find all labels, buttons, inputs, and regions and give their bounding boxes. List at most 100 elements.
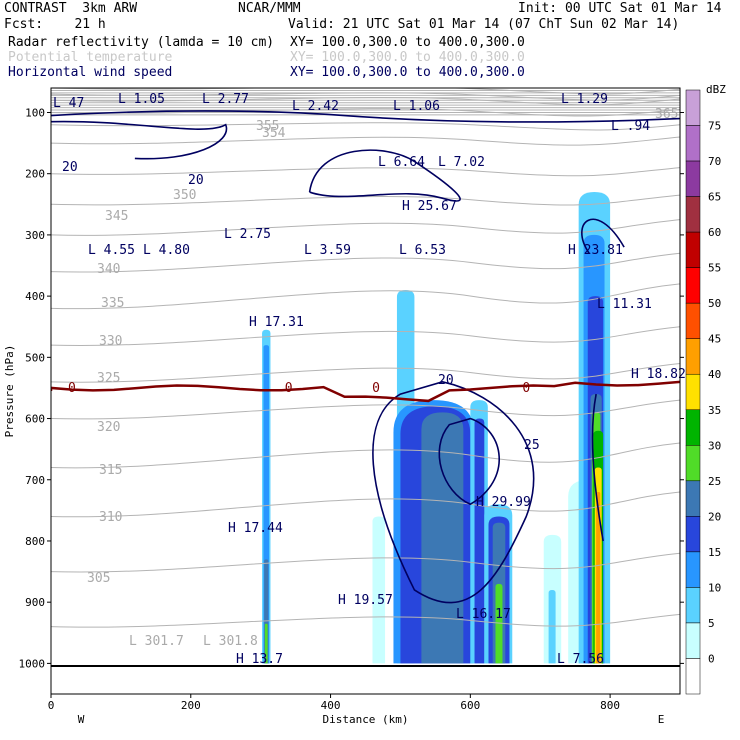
y-tick-label-0: 100 xyxy=(25,106,45,119)
freezing-level-label-1: 0 xyxy=(285,381,293,396)
field-xy-wind: XY= 100.0,300.0 to 400.0,300.0 xyxy=(290,65,525,80)
colorbar-swatch-15 xyxy=(685,622,701,659)
freezing-level: 0 0 0 0 xyxy=(51,380,680,403)
model-title: CONTRAST 3km ARW xyxy=(4,1,138,16)
colorbar-swatch-0 xyxy=(685,89,701,126)
freezing-level-label-2: 0 xyxy=(372,381,380,396)
theta-line-7 xyxy=(51,194,680,206)
extremum-label-17: H 18.82 xyxy=(631,367,686,382)
reflectivity-cell-4 xyxy=(372,516,386,664)
field-xy-theta: XY= 100.0,300.0 to 400.0,300.0 xyxy=(290,50,525,65)
extremum-label-19: H 17.44 xyxy=(228,521,283,536)
extremum-label-15: L 11.31 xyxy=(597,297,652,312)
extremum-label-13: L 6.53 xyxy=(399,243,446,258)
y-tick-label-2: 300 xyxy=(25,229,45,242)
colorbar-swatch-9 xyxy=(685,409,701,446)
theta-line-11 xyxy=(51,326,680,346)
theta-label-6: 335 xyxy=(101,296,124,311)
extremum-label-3: L 1.06 xyxy=(393,99,440,114)
colorbar-swatch-3 xyxy=(685,196,701,233)
theta-label-11: 310 xyxy=(99,510,122,525)
theta-label-3: 350 xyxy=(173,188,196,203)
theta-line-0 xyxy=(51,88,680,95)
forecast-hour: Fcst: 21 h xyxy=(4,17,106,32)
theta-label-10: 315 xyxy=(99,463,122,478)
theta-line-17 xyxy=(51,613,680,628)
theta-label-2: 354 xyxy=(262,126,286,141)
colorbar-swatch-7 xyxy=(685,338,701,375)
x-tick-label-1: 200 xyxy=(181,699,201,712)
colorbar-swatch-13 xyxy=(685,551,701,588)
y-tick-label-6: 700 xyxy=(25,474,45,487)
reflectivity-cell-3 xyxy=(264,623,268,664)
reflectivity-cell-25 xyxy=(596,492,601,664)
reflectivity-cell-16 xyxy=(548,589,556,664)
x-end-label-west: W xyxy=(78,713,85,726)
wind-label-1: 20 xyxy=(188,173,204,188)
colorbar-unit: dBZ xyxy=(706,83,726,96)
theta-line-9 xyxy=(51,252,680,273)
colorbar-label-15: 0 xyxy=(708,652,715,665)
colorbar-swatch-6 xyxy=(685,302,701,339)
plot-frame xyxy=(50,87,681,695)
field-name-reflectivity: Radar reflectivity (lamda = 10 cm) xyxy=(8,35,275,50)
extremum-label-20: H 19.57 xyxy=(338,593,393,608)
colorbar-label-8: 35 xyxy=(708,404,721,417)
colorbar-label-6: 45 xyxy=(708,333,721,346)
colorbar-swatch-1 xyxy=(685,125,701,162)
x-end-label-east: E xyxy=(658,713,665,726)
colorbar-label-9: 30 xyxy=(708,439,721,452)
colorbar-swatch-14 xyxy=(685,587,701,624)
wind-label-0: 20 xyxy=(62,160,78,175)
colorbar-label-14: 5 xyxy=(708,617,715,630)
colorbar-swatch-8 xyxy=(685,373,701,411)
y-tick-label-3: 400 xyxy=(25,290,45,303)
theta-line-12 xyxy=(51,362,680,383)
extremum-label-8: H 25.67 xyxy=(402,199,457,214)
reflectivity-cell-10 xyxy=(474,418,485,664)
y-tick-label-4: 500 xyxy=(25,351,45,364)
wind-line-2 xyxy=(308,149,461,202)
wind-line-4 xyxy=(372,380,535,604)
init-time: Init: 00 UTC Sat 01 Mar 14 xyxy=(518,1,722,16)
x-tick-label-2: 400 xyxy=(321,699,341,712)
wind-label-2: 20 xyxy=(438,373,454,388)
reflectivity-cell-8 xyxy=(421,412,464,664)
x-axis-title: Distance (km) xyxy=(322,713,408,726)
extremum-label-10: L 4.80 xyxy=(143,243,190,258)
colorbar-swatch-2 xyxy=(685,160,701,197)
y-tick-label-7: 800 xyxy=(25,535,45,548)
extremum-label-12: L 3.59 xyxy=(304,243,351,258)
extremum-label-14: H 23.81 xyxy=(568,243,623,258)
theta-label-8: 325 xyxy=(97,371,120,386)
theta-label-12: 305 xyxy=(87,571,110,586)
colorbar-label-3: 60 xyxy=(708,226,721,239)
extremum-label-9: L 4.55 xyxy=(88,243,135,258)
extremum-label-4: L 1.29 xyxy=(561,92,608,107)
valid-time: Valid: 21 UTC Sat 01 Mar 14 (07 ChT Sun … xyxy=(288,17,680,32)
colorbar-label-12: 15 xyxy=(708,546,721,559)
field-xy-reflectivity: XY= 100.0,300.0 to 400.0,300.0 xyxy=(290,35,525,50)
extremum-label-16: H 17.31 xyxy=(249,315,304,330)
colorbar-swatch-11 xyxy=(685,480,701,517)
extremum-label-26: L 47 xyxy=(53,96,84,111)
theta-line-6 xyxy=(51,167,680,177)
colorbar-label-13: 10 xyxy=(708,581,721,594)
x-tick-label-0: 0 xyxy=(48,699,55,712)
theta-line-15 xyxy=(51,491,680,518)
theta-line-16 xyxy=(51,552,680,573)
colorbar-label-1: 70 xyxy=(708,155,721,168)
theta-label-1: 355 xyxy=(256,119,279,134)
colorbar-label-0: 75 xyxy=(708,120,721,133)
extremum-label-7: L 7.02 xyxy=(438,155,485,170)
wind-line-6 xyxy=(591,393,604,542)
colorbar-label-5: 50 xyxy=(708,297,721,310)
theta-label-4: 345 xyxy=(105,209,128,224)
x-tick-label-4: 800 xyxy=(600,699,620,712)
theta-contours xyxy=(51,88,680,628)
theta-line-8 xyxy=(51,219,680,236)
colorbar-label-10: 25 xyxy=(708,475,721,488)
